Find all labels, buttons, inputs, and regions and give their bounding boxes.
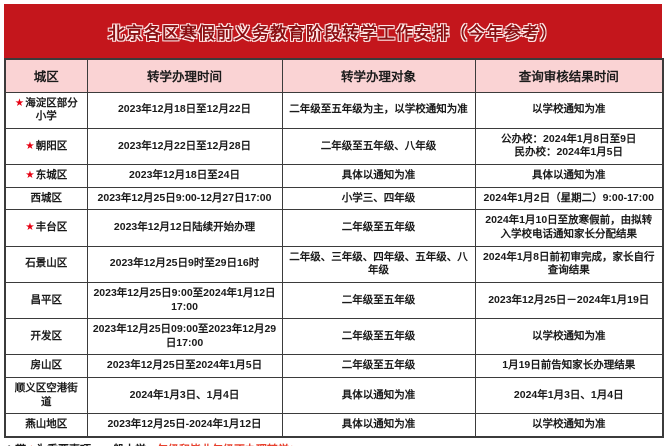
time-cell: 2023年12月25日9时至29日16时 (86, 245, 283, 283)
footnote-text: 为重要事项，一般小学 (36, 444, 146, 446)
result-cell: 具体以通知为准 (474, 164, 664, 188)
column-header-target: 转学办理对象 (281, 58, 476, 93)
district-name: 燕山地区 (25, 418, 68, 431)
star-icon: ★ (14, 96, 25, 109)
target-cell: 二年级至五年级 (281, 209, 476, 247)
table-row: 顺义区空港街道 2024年1月3日、1月4日 具体以通知为准 2024年1月3日、1月… (4, 377, 664, 415)
footnote-highlight: ★ (26, 444, 36, 446)
table-row: 开发区 2023年12月25日09:00至2023年12月29日17:00 二年级至… (4, 318, 664, 356)
table-row: 燕山地区 2023年12月25日-2024年1月12日 具体以通知为准 以学校通知为准 (4, 413, 664, 438)
district-cell: 房山区 (4, 354, 88, 379)
time-cell: 2023年12月25日9:00-12月27日17:00 (86, 186, 283, 211)
target-cell: 二年级至五年级 (281, 318, 476, 356)
district-name: 顺义区空港街道 (14, 382, 78, 408)
table-row: 房山区 2023年12月25日至2024年1月5日 二年级至五年级 1月19日前告知家… (4, 354, 664, 379)
result-cell: 以学校通知为准 (474, 413, 664, 438)
column-header-district: 城区 (4, 58, 88, 93)
table-row: ★朝阳区 2023年12月22日至12月28日 二年级至五年级、八年级 公办校：202… (4, 127, 664, 166)
district-name: 东城区 (35, 169, 68, 182)
district-cell: 西城区 (4, 186, 88, 211)
result-cell: 2024年1月3日、1月4日 (474, 377, 664, 415)
result-cell: 2024年1月8日前初审完成，家长自行查询结果 (474, 245, 664, 283)
target-cell: 具体以通知为准 (281, 377, 476, 415)
footnote-highlight: 一年级和毕业年级不办理转学； (146, 444, 300, 446)
target-cell: 具体以通知为准 (281, 164, 476, 188)
time-cell: 2023年12月25日9:00至2024年1月12日17:00 (86, 281, 283, 320)
table-header-row: 城区 转学办理时间 转学办理对象 查询审核结果时间 (4, 58, 664, 93)
time-cell: 2024年1月3日、1月4日 (86, 377, 283, 415)
district-cell: 燕山地区 (4, 413, 88, 438)
table-row: ★东城区 2023年12月18日至24日 具体以通知为准 具体以通知为准 (4, 164, 664, 188)
district-cell: ★海淀区部分小学 (4, 91, 88, 129)
target-cell: 二年级至五年级为主，以学校通知为准 (281, 91, 476, 129)
district-name: 朝阳区 (35, 139, 68, 152)
result-cell: 公办校：2024年1月8日至9日 民办校：2024年1月5日 (474, 127, 664, 166)
table-row: ★海淀区部分小学 2023年12月18日至12月22日 二年级至五年级为主，以学校通… (4, 91, 664, 129)
target-cell: 二年级、三年级、四年级、五年级、八年级 (281, 245, 476, 283)
target-cell: 二年级至五年级、八年级 (281, 127, 476, 166)
district-name: 石景山区 (25, 257, 68, 270)
time-cell: 2023年12月12日陆续开始办理 (86, 209, 283, 247)
target-cell: 具体以通知为准 (281, 413, 476, 438)
district-cell: 昌平区 (4, 281, 88, 320)
district-cell: ★朝阳区 (4, 127, 88, 166)
table-body: ★海淀区部分小学 2023年12月18日至12月22日 二年级至五年级为主，以学校通… (4, 91, 664, 438)
star-icon: ★ (25, 139, 35, 152)
column-header-result: 查询审核结果时间 (474, 58, 664, 93)
transfer-schedule-table: 城区 转学办理时间 转学办理对象 查询审核结果时间 ★海淀区部分小学 2023年1… (4, 58, 664, 439)
district-name: 海淀区部分小学 (25, 96, 78, 123)
target-cell: 二年级至五年级 (281, 281, 476, 320)
result-cell: 2023年12月25日－2024年1月19日 (474, 281, 664, 320)
district-name: 房山区 (30, 359, 63, 372)
result-cell: 2024年1月10日至放寒假前，由拟转入学校电话通知家长分配结果 (474, 209, 664, 247)
star-icon: ★ (25, 221, 35, 234)
district-cell: ★丰台区 (4, 209, 88, 247)
district-name: 丰台区 (35, 221, 68, 234)
result-cell: 以学校通知为准 (474, 318, 664, 356)
page-title: 北京各区寒假前义务教育阶段转学工作安排（今年参考） (108, 23, 558, 43)
district-name: 昌平区 (30, 293, 63, 306)
title-banner: 北京各区寒假前义务教育阶段转学工作安排（今年参考） (4, 4, 662, 58)
time-cell: 2023年12月18日至24日 (86, 164, 283, 188)
footnote-text: 1.带 (6, 444, 26, 446)
table-row: 昌平区 2023年12月25日9:00至2024年1月12日17:00 二年级至五年… (4, 281, 664, 320)
district-cell: 开发区 (4, 318, 88, 356)
district-name: 西城区 (30, 191, 63, 204)
table-row: ★丰台区 2023年12月12日陆续开始办理 二年级至五年级 2024年1月10日至放… (4, 209, 664, 247)
time-cell: 2023年12月18日至12月22日 (86, 91, 283, 129)
district-name: 开发区 (30, 330, 63, 342)
star-icon: ★ (25, 169, 35, 182)
result-cell: 1月19日前告知家长办理结果 (474, 354, 664, 379)
time-cell: 2023年12月25日09:00至2023年12月29日17:00 (86, 318, 283, 356)
table-row: 石景山区 2023年12月25日9时至29日16时 二年级、三年级、四年级、五年级、… (4, 245, 664, 283)
target-cell: 二年级至五年级 (281, 354, 476, 379)
time-cell: 2023年12月25日-2024年1月12日 (86, 413, 283, 438)
result-cell: 以学校通知为准 (474, 91, 664, 129)
time-cell: 2023年12月25日至2024年1月5日 (86, 354, 283, 379)
footnotes: 1.带★为重要事项，一般小学一年级和毕业年级不办理转学；2.北京小学转学一般可在… (4, 438, 662, 446)
time-cell: 2023年12月22日至12月28日 (86, 127, 283, 166)
table-row: 西城区 2023年12月25日9:00-12月27日17:00 小学三、四年级 202… (4, 186, 664, 211)
result-cell: 2024年1月2日（星期二）9:00-17:00 (474, 186, 664, 211)
district-cell: ★东城区 (4, 164, 88, 188)
district-cell: 石景山区 (4, 245, 88, 283)
district-cell: 顺义区空港街道 (4, 377, 88, 415)
footnote-line: 1.带★为重要事项，一般小学一年级和毕业年级不办理转学； (6, 443, 660, 446)
target-cell: 小学三、四年级 (281, 186, 476, 211)
column-header-time: 转学办理时间 (86, 58, 283, 93)
